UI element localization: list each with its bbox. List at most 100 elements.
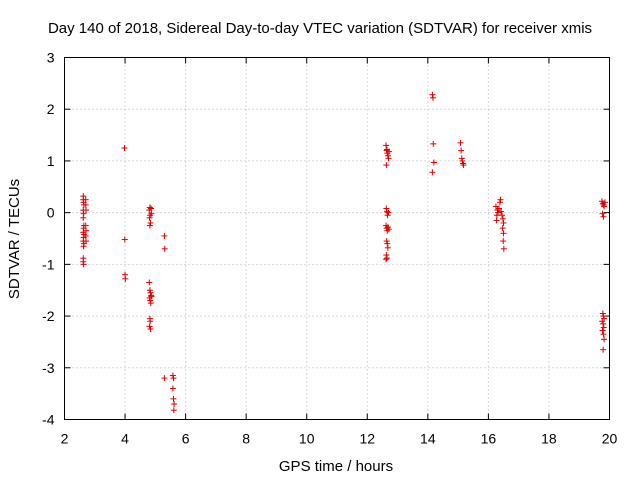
data-point	[121, 236, 128, 243]
data-point	[430, 140, 437, 147]
data-point	[600, 320, 607, 327]
data-point	[429, 94, 436, 101]
data-point	[460, 162, 467, 169]
data-point	[599, 310, 606, 317]
data-point	[121, 145, 128, 151]
data-point	[385, 209, 392, 216]
data-point	[459, 157, 466, 164]
data-point	[170, 407, 177, 414]
data-point	[600, 213, 607, 220]
data-point	[383, 162, 390, 169]
data-point	[161, 232, 168, 239]
data-point	[383, 142, 390, 149]
x-axis-label: GPS time / hours	[279, 458, 393, 475]
chart-title: Day 140 of 2018, Sidereal Day-to-day VTE…	[48, 20, 592, 37]
x-tick-label: 8	[242, 431, 250, 447]
data-points	[80, 91, 608, 414]
data-point	[599, 210, 606, 217]
data-point	[458, 155, 465, 162]
data-point	[82, 227, 89, 234]
data-point	[383, 238, 390, 245]
data-point	[383, 256, 390, 263]
data-point	[385, 226, 392, 233]
data-point	[82, 238, 89, 245]
data-point	[146, 214, 153, 221]
data-point	[500, 219, 507, 226]
data-point	[601, 336, 608, 343]
grid	[64, 57, 610, 420]
data-point	[383, 255, 390, 262]
data-point	[500, 245, 507, 252]
data-point	[493, 217, 500, 224]
x-tick-label: 2	[61, 431, 69, 447]
data-point	[146, 287, 153, 294]
data-point	[170, 395, 177, 402]
data-point	[146, 279, 153, 286]
data-point	[147, 318, 154, 325]
data-point	[80, 243, 87, 250]
data-point	[147, 300, 154, 307]
data-point	[146, 204, 153, 211]
data-point	[599, 327, 606, 334]
data-point	[497, 196, 504, 203]
data-point	[384, 240, 391, 247]
data-point	[170, 375, 177, 382]
plot-frame	[64, 57, 610, 420]
data-point	[601, 203, 608, 210]
data-point	[500, 238, 507, 245]
data-point	[147, 326, 154, 332]
data-point	[80, 261, 87, 268]
data-point	[80, 214, 87, 221]
data-point	[499, 212, 506, 219]
data-point	[600, 324, 607, 331]
data-point	[385, 155, 392, 162]
data-point	[384, 212, 391, 219]
y-tick-label: -1	[42, 256, 55, 272]
data-point	[147, 297, 154, 304]
x-tick-label: 4	[121, 431, 129, 447]
data-point	[386, 148, 393, 155]
data-point	[498, 208, 505, 215]
data-point	[430, 159, 437, 166]
data-point	[600, 331, 607, 338]
data-point	[499, 225, 506, 232]
data-point	[169, 372, 176, 379]
y-tick-label: 1	[47, 153, 55, 169]
x-tick-label: 10	[299, 431, 315, 447]
data-point	[458, 147, 465, 154]
data-point	[169, 385, 176, 392]
x-tick-label: 20	[602, 431, 618, 447]
data-point	[147, 219, 154, 226]
data-point	[161, 375, 168, 382]
data-point	[496, 199, 503, 206]
data-point	[161, 245, 168, 252]
data-point	[148, 293, 155, 300]
data-point	[384, 152, 391, 159]
y-tick-label: 2	[47, 101, 55, 117]
data-point	[495, 205, 502, 212]
data-point	[383, 208, 390, 215]
data-point	[383, 205, 390, 212]
x-tick-label: 16	[481, 431, 497, 447]
data-point	[499, 215, 506, 222]
data-point	[429, 91, 436, 98]
data-point	[146, 323, 153, 330]
data-point	[171, 400, 178, 407]
y-tick-label: -3	[42, 360, 55, 376]
y-tick-label: 3	[47, 50, 55, 66]
data-point	[82, 232, 89, 239]
data-point	[601, 199, 608, 206]
data-point	[82, 222, 89, 229]
y-tick-label: -4	[42, 412, 55, 428]
data-point	[492, 203, 499, 210]
x-tick-label: 6	[182, 431, 190, 447]
data-point	[148, 205, 155, 212]
data-point	[384, 244, 391, 251]
y-tick-label: -2	[42, 308, 55, 324]
data-point	[146, 222, 153, 229]
data-point	[600, 313, 607, 320]
data-point	[82, 196, 89, 203]
data-point	[82, 201, 89, 208]
